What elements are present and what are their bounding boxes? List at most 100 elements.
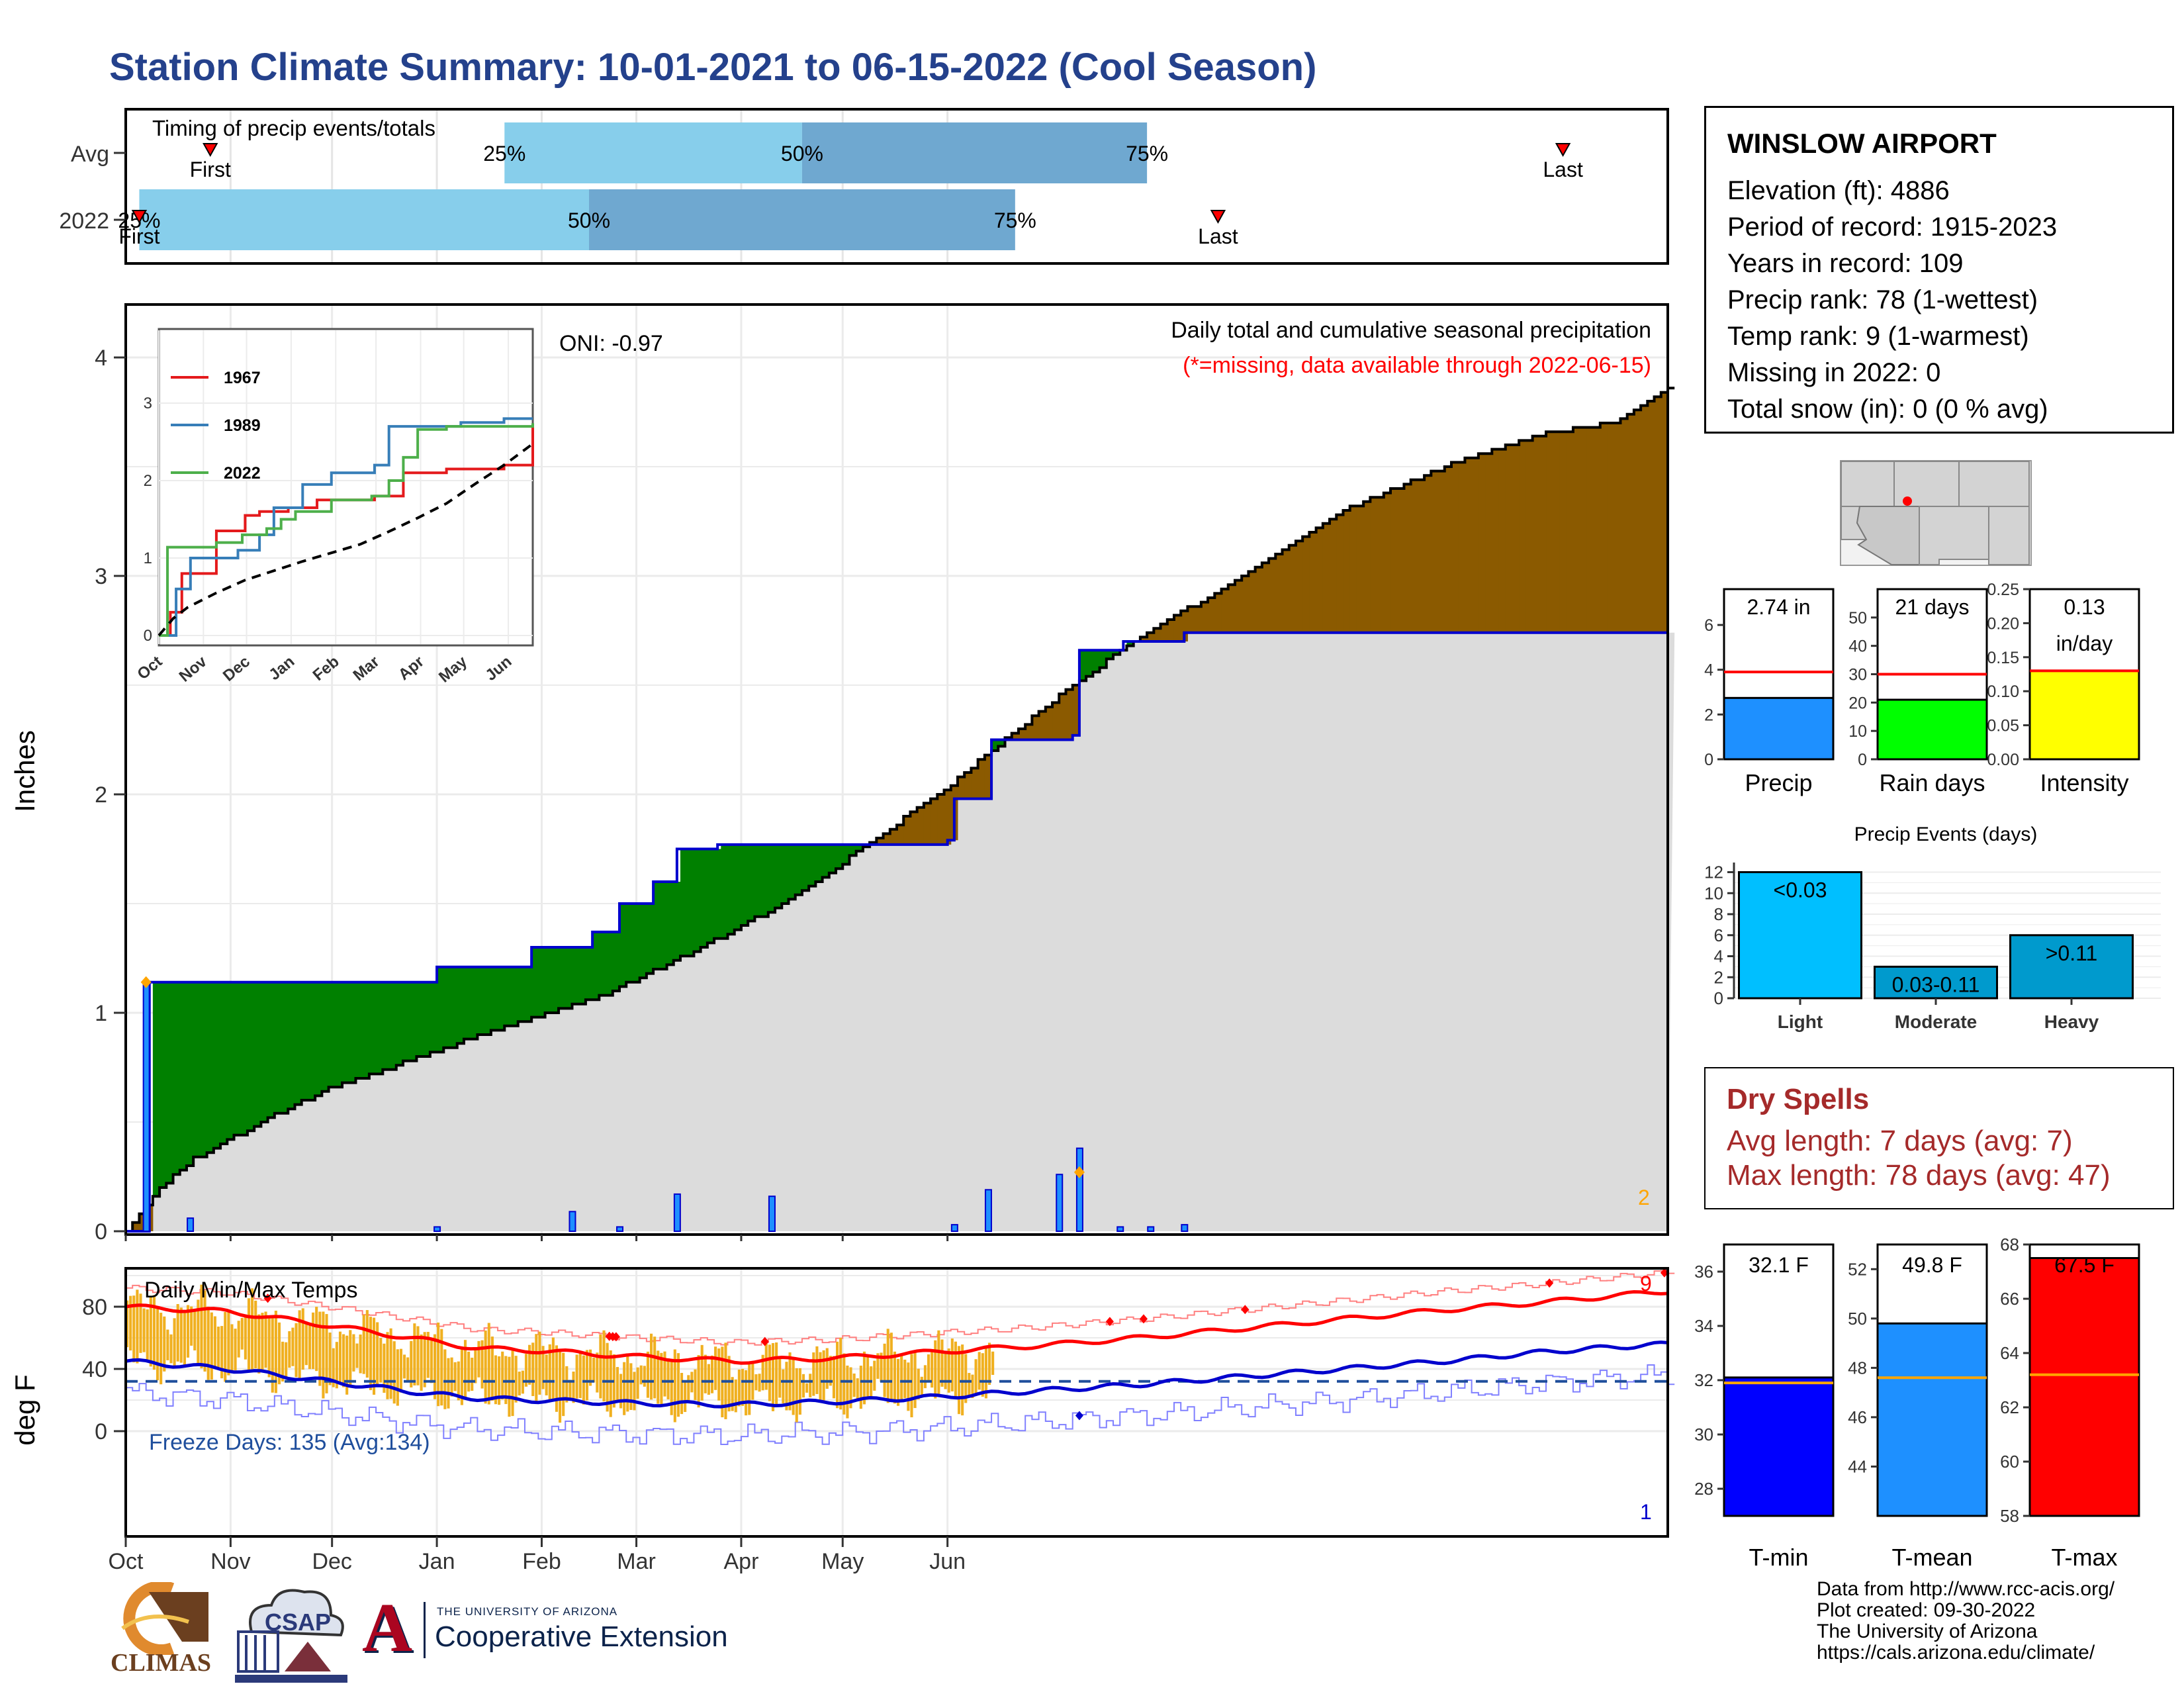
precip-surplus-area xyxy=(301,982,309,1100)
timing-p50-label: 50% xyxy=(781,142,823,165)
precip-surplus-area xyxy=(490,966,498,1031)
precip-deficit-area xyxy=(1187,606,1195,633)
temp-bar-ytick-label: 50 xyxy=(1848,1309,1867,1329)
precip-deficit-area xyxy=(1390,489,1398,633)
temp-daily-bar xyxy=(798,1368,801,1415)
temp-daily-bar xyxy=(822,1350,825,1401)
ua-logo-small-text: THE UNIVERSITY OF ARIZONA xyxy=(437,1605,618,1618)
temp-daily-bar xyxy=(785,1362,788,1411)
precip-deficit-area xyxy=(1654,397,1662,633)
temp-daily-bar xyxy=(274,1310,277,1393)
temp-daily-bar xyxy=(839,1337,842,1410)
season-bar-ytick-label: 10 xyxy=(1848,722,1867,741)
temp-daily-bar xyxy=(335,1342,338,1389)
precip-deficit-area xyxy=(1208,598,1215,633)
timing-panel: Avg25%50%75%FirstLast202225%50%75%FirstL… xyxy=(59,108,1669,265)
temp-daily-bar xyxy=(764,1342,768,1390)
temp-daily-bar xyxy=(883,1343,886,1397)
temp-daily-bar xyxy=(714,1346,717,1390)
temp-daily-bar xyxy=(717,1348,721,1401)
temp-corner-top: 9 xyxy=(1640,1272,1652,1295)
daily-precip-bar xyxy=(142,984,150,1232)
temp-daily-bar xyxy=(521,1370,524,1394)
precip-surplus-area xyxy=(856,844,864,851)
temp-daily-bar xyxy=(149,1296,152,1367)
precip-deficit-area xyxy=(1194,606,1202,633)
precip-surplus-area xyxy=(511,966,519,1026)
temp-daily-bar xyxy=(216,1327,220,1368)
temp-daily-bar xyxy=(684,1382,687,1413)
month-label: Dec xyxy=(312,1549,351,1574)
daily-precip-bar xyxy=(950,1224,958,1232)
precip-surplus-area xyxy=(186,982,194,1166)
station-temp-rank: Temp rank: 9 (1-warmest) xyxy=(1727,322,2029,351)
precip-surplus-area xyxy=(267,982,275,1118)
precip-surplus-area xyxy=(761,844,769,917)
timing-row-label: Avg xyxy=(71,142,109,167)
temp-bar-ytick-label: 34 xyxy=(1694,1316,1713,1336)
temp-bar-ytick-label: 64 xyxy=(2000,1343,2019,1363)
temp-daily-bar xyxy=(673,1349,676,1423)
inset-legend-label-2022: 2022 xyxy=(224,464,261,483)
temp-daily-bar xyxy=(829,1356,832,1386)
temp-daily-bar xyxy=(897,1358,900,1406)
precip-surplus-area xyxy=(700,849,708,947)
temp-daily-bar xyxy=(257,1314,261,1374)
temp-daily-bar xyxy=(234,1329,237,1371)
precip-surplus-area xyxy=(369,982,377,1074)
temp-daily-bar xyxy=(961,1344,964,1416)
temp-daily-bar xyxy=(707,1364,710,1395)
temp-daily-bar xyxy=(392,1341,396,1404)
season-bars: 0 2 4 6 2.74 in Precip 0 10 20 30 40 50 21 days Rain … xyxy=(1704,583,2140,796)
precip-surplus-area xyxy=(687,849,694,957)
precip-deficit-area xyxy=(876,838,884,845)
temp-daily-bar xyxy=(978,1352,981,1390)
temp-daily-bar xyxy=(937,1330,940,1395)
temp-daily-bar xyxy=(183,1310,186,1367)
precip-max-marker xyxy=(1073,1166,1085,1178)
temp-daily-bar xyxy=(322,1311,325,1399)
inset-frame xyxy=(158,328,534,647)
station-years: Years in record: 109 xyxy=(1727,249,1964,278)
precip-surplus-area xyxy=(1099,650,1107,668)
temp-daily-bar xyxy=(889,1333,893,1401)
temp-daily-bar xyxy=(950,1338,954,1391)
season-bar-ytick-label: 0.25 xyxy=(1987,583,2019,599)
temp-daily-bar xyxy=(514,1356,518,1403)
temp-daily-bar xyxy=(589,1349,592,1386)
station-location-dot xyxy=(1903,496,1912,506)
temp-daily-bar xyxy=(606,1342,609,1412)
temp-daily-bar xyxy=(731,1377,734,1411)
temp-daily-bar xyxy=(782,1369,785,1404)
temp-daily-bar xyxy=(670,1358,673,1415)
temp-daily-bar xyxy=(623,1362,626,1415)
temp-daily-bar xyxy=(856,1378,859,1401)
precip-deficit-area xyxy=(1018,729,1026,740)
temp-daily-bar xyxy=(490,1336,494,1401)
temp-bar-value: 32.1 F xyxy=(1749,1253,1809,1277)
precip-surplus-area xyxy=(626,904,633,982)
precip-deficit-area xyxy=(971,768,979,799)
precip-surplus-area xyxy=(423,982,431,1056)
precip-deficit-area xyxy=(1322,523,1330,633)
season-bar-ytick-label: 50 xyxy=(1848,609,1867,628)
temp-ytick-label: 40 xyxy=(82,1357,107,1382)
temp-daily-bar xyxy=(805,1383,809,1393)
precip-deficit-area xyxy=(1633,410,1641,633)
temp-daily-bar xyxy=(947,1348,950,1393)
precip-surplus-area xyxy=(1086,650,1093,677)
temp-daily-bar xyxy=(663,1351,666,1397)
precip-deficit-area xyxy=(1641,405,1648,633)
precip-deficit-area xyxy=(923,803,931,845)
precip-surplus-area xyxy=(159,982,167,1188)
precip-surplus-area xyxy=(295,982,302,1105)
temp-daily-bar xyxy=(629,1363,633,1410)
temp-daily-bar xyxy=(917,1368,920,1400)
precip-ytick-label: 1 xyxy=(95,1001,107,1026)
temp-daily-bar xyxy=(609,1350,612,1417)
temp-daily-bar xyxy=(247,1298,251,1371)
temp-daily-bar xyxy=(778,1356,782,1398)
temp-daily-bar xyxy=(761,1354,764,1391)
precip-deficit-area xyxy=(1512,445,1520,633)
temp-daily-bar xyxy=(548,1344,551,1400)
